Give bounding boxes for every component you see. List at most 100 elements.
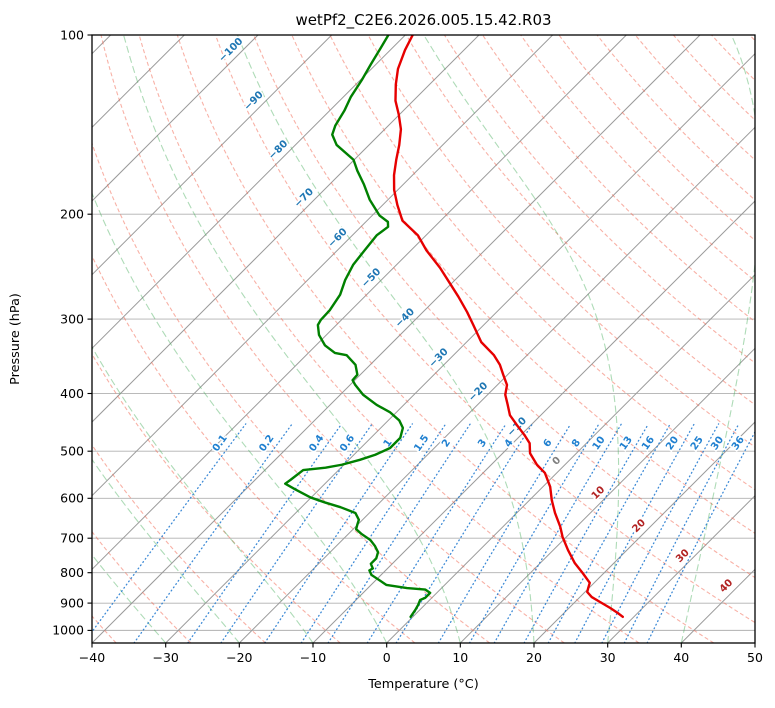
- dry-adiabat-line: [711, 35, 755, 82]
- moist-adiabat-line: [236, 35, 535, 643]
- x-tick-label: −10: [300, 650, 326, 665]
- isotherm-label: −60: [326, 226, 350, 250]
- y-axis-label: Pressure (hPa): [8, 293, 23, 385]
- isotherm-label: −80: [267, 138, 291, 162]
- mixing-ratio-line: [547, 423, 671, 643]
- axes: −40 −30 −20 −10 0 10 20 30 40 5010020030040050060…: [52, 27, 763, 665]
- mixing-ratio-line: [220, 423, 373, 643]
- mixing-ratio-line: [133, 423, 293, 643]
- moist-adiabat-line: [680, 35, 755, 643]
- isotherm-line: [680, 568, 755, 643]
- isotherm-label: 40: [718, 577, 736, 595]
- dry-adiabat-line: [558, 35, 755, 241]
- mixing-ratio-line: [437, 423, 572, 643]
- background-lines: [92, 35, 755, 643]
- isotherm-line: [238, 126, 755, 643]
- x-tick-label: −40: [79, 650, 105, 665]
- mixing-ratio-line: [300, 423, 447, 643]
- mixing-ratio-line: [366, 423, 507, 643]
- y-tick-label: 600: [60, 491, 84, 506]
- moist-adiabat-line: [423, 35, 620, 643]
- mixing-ratio-line: [468, 423, 600, 643]
- x-axis-label: Temperature (°C): [367, 677, 478, 692]
- dry-adiabat-line: [520, 35, 755, 282]
- moist-adiabat-line: [92, 191, 388, 643]
- chart-title: wetPf2_C2E6.2026.005.15.42.R03: [295, 11, 551, 30]
- moist-adiabat-line: [92, 346, 314, 643]
- isotherm-label: −30: [427, 346, 451, 370]
- y-tick-label: 300: [60, 311, 84, 326]
- dry-adiabat-line: [749, 35, 755, 42]
- x-tick-label: 30: [600, 650, 616, 665]
- isotherm-label: −50: [360, 266, 384, 290]
- y-tick-label: 100: [60, 27, 84, 42]
- mixing-ratio-line: [493, 423, 623, 643]
- mixing-ratio-label: 10: [591, 435, 608, 453]
- isotherm-line: [459, 347, 755, 643]
- moist-adiabat-line: [123, 35, 461, 643]
- mixing-ratio-line: [623, 423, 740, 643]
- x-tick-label: 10: [452, 650, 468, 665]
- x-tick-label: −20: [226, 650, 252, 665]
- dry-adiabat-line: [253, 35, 755, 579]
- moist-adiabat-line: [92, 458, 240, 643]
- isotherm-line: [533, 421, 755, 643]
- isotherm-label: 0: [551, 455, 564, 468]
- plot-border: [91, 34, 756, 644]
- dry-adiabat-line: [291, 35, 755, 534]
- mixing-ratio-label: 13: [618, 435, 635, 453]
- moist-adiabat-line: [92, 553, 167, 643]
- dry-adiabat-line: [367, 35, 755, 448]
- mixing-ratio-label: 16: [640, 435, 657, 453]
- dry-adiabat-line: [634, 35, 755, 161]
- mixing-ratio-line: [574, 423, 695, 643]
- y-tick-label: 700: [60, 531, 84, 546]
- dry-adiabat-line: [92, 254, 416, 643]
- dry-adiabat-line: [92, 444, 266, 643]
- x-tick-label: −30: [153, 650, 179, 665]
- dry-adiabat-line: [100, 35, 565, 643]
- isotherm-label: 30: [674, 547, 692, 565]
- isotherm-label: −70: [292, 186, 316, 210]
- isotherm-line: [92, 35, 406, 350]
- mixing-ratio-label: 25: [689, 435, 706, 453]
- mixing-ratio-line: [601, 423, 720, 643]
- y-tick-label: 400: [60, 386, 84, 401]
- isotherm-line: [92, 35, 480, 423]
- x-tick-label: 50: [747, 650, 763, 665]
- mixing-ratio-label: 8: [570, 437, 583, 449]
- dry-adiabat-line: [443, 35, 755, 364]
- mixing-ratio-label: 36: [730, 435, 747, 453]
- y-tick-label: 1000: [52, 623, 84, 638]
- dewpoint-curve: [284, 35, 432, 619]
- mixing-ratio-line: [646, 430, 755, 643]
- isotherm-line: [92, 35, 701, 643]
- isotherm-label: −20: [467, 380, 491, 404]
- sounding-curves: [284, 35, 624, 619]
- y-tick-label: 200: [60, 207, 84, 222]
- x-tick-label: 40: [673, 650, 689, 665]
- y-tick-label: 500: [60, 444, 84, 459]
- moist-adiabat-line: [754, 640, 755, 643]
- dry-adiabat-line: [214, 35, 755, 624]
- temperature-curve: [392, 35, 624, 619]
- mixing-ratio-line: [264, 423, 413, 643]
- isotherm-line: [386, 273, 755, 643]
- mixing-ratio-label: 4: [503, 437, 516, 449]
- mixing-ratio-label: 6: [542, 437, 555, 449]
- isotherm-line: [92, 35, 259, 202]
- isotherm-label: −40: [393, 306, 417, 330]
- isotherm-line: [607, 494, 755, 643]
- isotherm-line: [165, 52, 755, 643]
- mixing-ratio-label: 30: [709, 435, 726, 453]
- mixing-ratio-line: [187, 423, 343, 643]
- y-tick-label: 800: [60, 565, 84, 580]
- isotherm-label: 20: [630, 517, 648, 535]
- isotherm-line: [754, 642, 755, 643]
- isotherm-line: [92, 35, 333, 276]
- x-tick-label: 0: [383, 650, 391, 665]
- mixing-ratio-line: [395, 423, 533, 643]
- dry-adiabat-line: [329, 35, 755, 491]
